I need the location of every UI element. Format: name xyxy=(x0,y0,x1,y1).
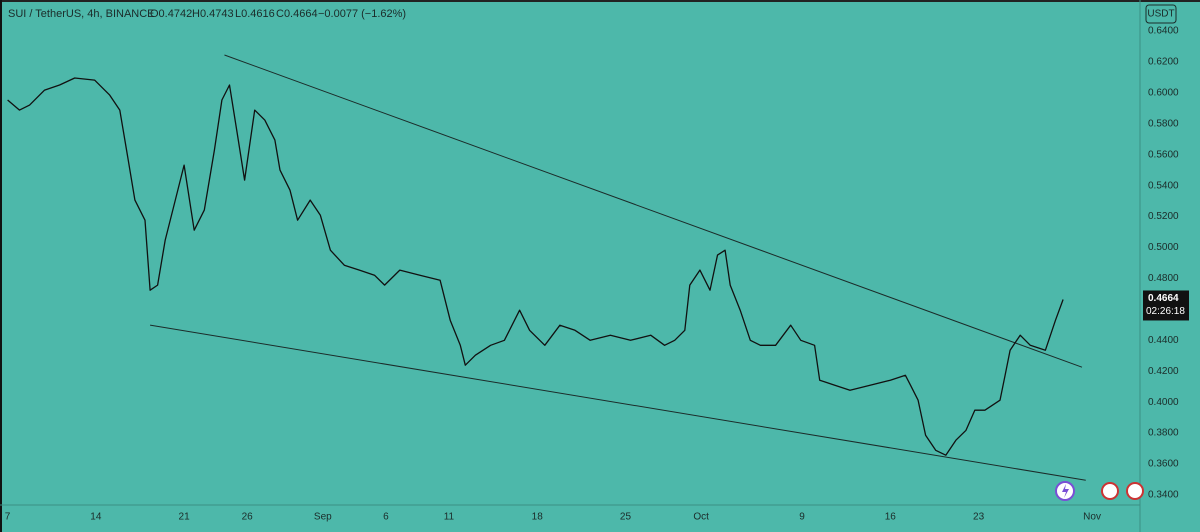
y-tick-label: 0.5000 xyxy=(1148,242,1179,253)
x-tick-label: 26 xyxy=(242,512,254,523)
last-price-box xyxy=(1143,290,1189,321)
price-change: −0.0077 (−1.62%) xyxy=(318,8,406,20)
y-tick-label: 0.4200 xyxy=(1148,366,1179,377)
x-tick-label: 23 xyxy=(973,512,985,523)
currency-label[interactable]: USDT xyxy=(1147,9,1174,20)
y-tick-label: 0.6200 xyxy=(1148,57,1179,68)
event-icon-bolt xyxy=(1062,484,1069,498)
ohlc-low: L0.4616 xyxy=(235,8,275,20)
trend-line xyxy=(149,324,1086,481)
y-tick-label: 0.4400 xyxy=(1148,335,1179,346)
x-tick-label: Oct xyxy=(693,512,709,523)
trend-line xyxy=(224,54,1083,368)
flag-icon[interactable] xyxy=(1126,482,1144,500)
symbol-title: SUI / TetherUS, 4h, BINANCE xyxy=(8,8,155,20)
y-tick-label: 0.3800 xyxy=(1148,428,1179,439)
y-tick-label: 0.5400 xyxy=(1148,180,1179,191)
y-tick-label: 0.3400 xyxy=(1148,490,1179,501)
flag-icon[interactable] xyxy=(1101,482,1119,500)
ohlc-open: O0.4742 xyxy=(150,8,192,20)
x-tick-label: 25 xyxy=(620,512,632,523)
x-tick-label: 7 xyxy=(5,512,11,523)
top-border xyxy=(0,0,1200,2)
x-tick-label: 16 xyxy=(885,512,897,523)
currency-button[interactable] xyxy=(1145,4,1177,24)
ohlc-high: H0.4743 xyxy=(192,8,234,20)
y-tick-label: 0.5600 xyxy=(1148,149,1179,160)
x-tick-label: 11 xyxy=(444,512,455,523)
y-tick-label: 0.5800 xyxy=(1148,118,1179,129)
left-border xyxy=(0,0,2,532)
y-tick-label: 0.6000 xyxy=(1148,88,1179,99)
x-tick-label: Sep xyxy=(314,512,332,523)
x-tick-label: 21 xyxy=(179,512,191,523)
countdown-label: 02:26:18 xyxy=(1146,306,1185,317)
price-line xyxy=(7,77,1064,456)
y-tick-label: 0.5200 xyxy=(1148,211,1179,222)
y-tick-label: 0.3600 xyxy=(1148,459,1179,470)
x-tick-label: Nov xyxy=(1083,512,1101,523)
x-tick-label: 6 xyxy=(383,512,389,523)
y-tick-label: 0.4000 xyxy=(1148,397,1179,408)
last-price-label: 0.4664 xyxy=(1148,293,1179,304)
x-tick-label: 14 xyxy=(90,512,102,523)
ohlc-close: C0.4664 xyxy=(276,8,318,20)
x-tick-label: 18 xyxy=(532,512,544,523)
y-tick-label: 0.6400 xyxy=(1148,26,1179,37)
x-tick-label: 9 xyxy=(799,512,805,523)
y-tick-label: 0.4800 xyxy=(1148,273,1179,284)
